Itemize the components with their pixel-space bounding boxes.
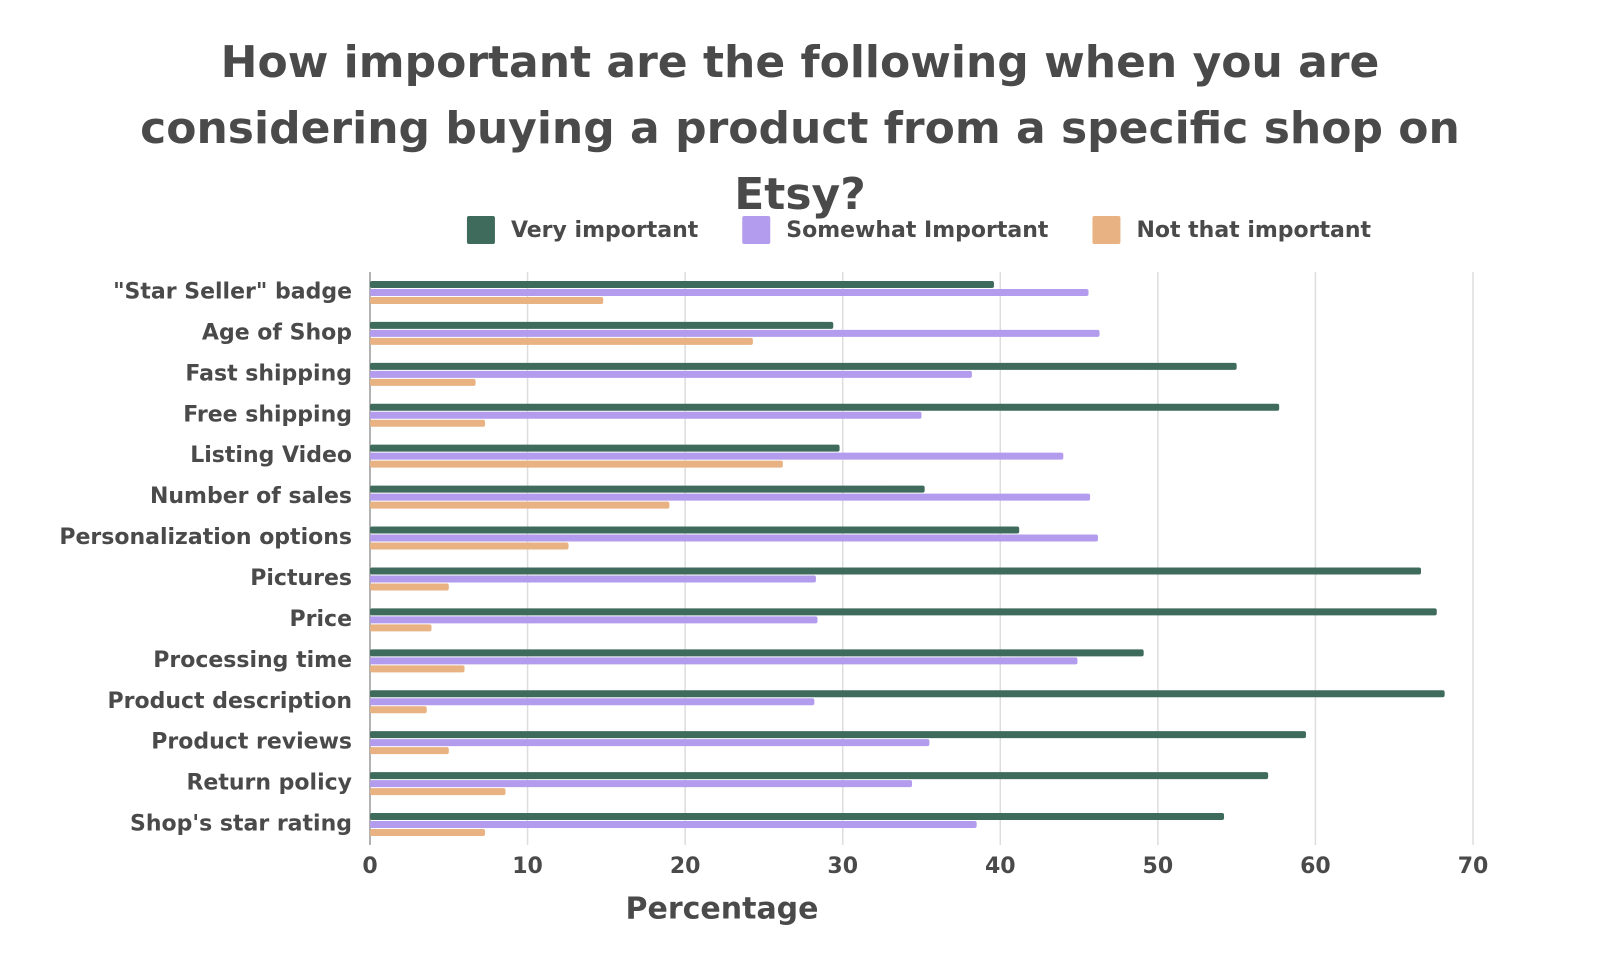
bar <box>370 280 994 288</box>
y-tick-label: Return policy <box>186 771 352 796</box>
bar <box>370 411 922 419</box>
bar <box>370 542 569 550</box>
y-tick-label: Shop's star rating <box>130 812 352 837</box>
bar <box>370 403 1280 411</box>
bar <box>370 288 1089 296</box>
bar <box>370 419 486 427</box>
bar <box>370 788 506 796</box>
chart-title: How important are the following when you… <box>140 37 1460 220</box>
legend-swatch <box>466 216 495 244</box>
bar <box>370 329 1100 337</box>
y-tick-label: Free shipping <box>183 402 352 427</box>
bar <box>370 378 476 386</box>
y-tick-label: Product reviews <box>151 730 352 755</box>
x-axis-label: Percentage <box>625 892 818 927</box>
bar <box>370 460 783 468</box>
bar <box>370 575 816 583</box>
bar <box>370 485 925 493</box>
bar <box>370 534 1098 542</box>
legend-swatch <box>1092 216 1121 244</box>
bar <box>370 501 670 509</box>
bar <box>370 321 834 329</box>
bar <box>370 731 1306 739</box>
bar <box>370 452 1064 460</box>
y-tick-label: "Star Seller" badge <box>113 279 352 304</box>
bar <box>370 337 753 345</box>
y-tick-label: Pictures <box>250 566 352 591</box>
bar <box>370 690 1445 698</box>
x-tick-label: 40 <box>985 854 1016 879</box>
legend-label: Not that important <box>1136 218 1371 243</box>
y-tick-label: Age of Shop <box>202 320 352 345</box>
bar <box>370 813 1225 821</box>
x-tick-label: 60 <box>1300 854 1331 879</box>
y-tick-label: Processing time <box>153 648 352 673</box>
y-tick-label: Product description <box>108 689 353 714</box>
bar <box>370 370 972 378</box>
bar <box>370 821 977 829</box>
bar <box>370 698 815 706</box>
bar <box>370 567 1422 575</box>
y-tick-label: Listing Video <box>190 443 352 468</box>
x-tick-label: 70 <box>1458 854 1489 879</box>
legend-swatch <box>742 216 771 244</box>
x-tick-label: 0 <box>362 854 377 879</box>
bar <box>370 624 432 632</box>
bar <box>370 706 427 714</box>
legend-label: Somewhat Important <box>786 218 1049 243</box>
bar <box>370 583 449 591</box>
bar <box>370 526 1020 534</box>
bar <box>370 616 818 624</box>
bar <box>370 772 1269 780</box>
bar <box>370 444 840 452</box>
bar <box>370 829 486 837</box>
bar <box>370 739 930 747</box>
bar <box>370 657 1078 665</box>
x-tick-label: 30 <box>827 854 858 879</box>
bar <box>370 649 1144 657</box>
bar <box>370 665 465 673</box>
bar <box>370 296 604 304</box>
y-tick-label: Number of sales <box>150 484 352 509</box>
bar <box>370 780 913 788</box>
y-tick-label: Fast shipping <box>185 361 352 386</box>
y-tick-label: Price <box>290 607 352 632</box>
x-tick-label: 20 <box>670 854 701 879</box>
bar <box>370 608 1437 616</box>
bar <box>370 493 1091 501</box>
x-tick-label: 10 <box>512 854 543 879</box>
legend-label: Very important <box>511 218 699 243</box>
bar <box>370 362 1237 370</box>
y-tick-label: Personalization options <box>59 525 352 550</box>
bar <box>370 747 449 755</box>
x-tick-label: 50 <box>1143 854 1174 879</box>
